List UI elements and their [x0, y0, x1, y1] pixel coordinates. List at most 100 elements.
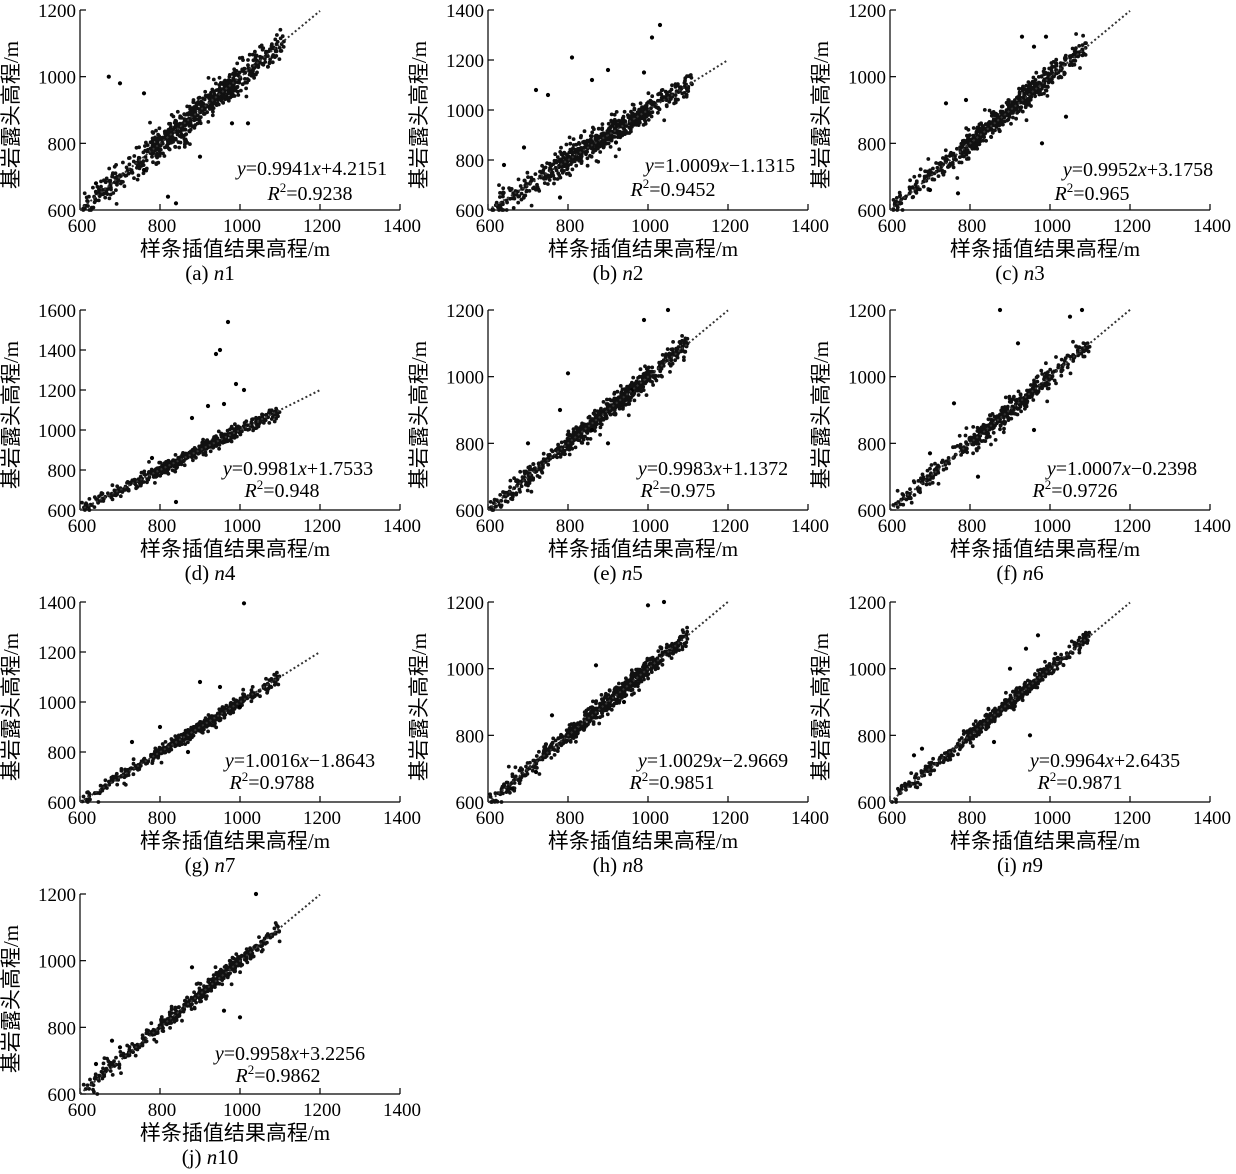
panel-c-point: [1000, 118, 1005, 123]
panel-b-point: [667, 100, 672, 104]
panel-d-y-axis-title: 基岩露头高程/m: [0, 341, 23, 489]
panel-c-point: [1047, 66, 1052, 71]
panel-h-point: [648, 657, 653, 662]
panel-b-point: [659, 92, 664, 97]
panel-e-point: [573, 445, 578, 450]
panel-a-outlier-point: [173, 201, 179, 206]
panel-f-point: [908, 495, 913, 500]
panel-h-point: [680, 647, 685, 652]
panel-c-point: [1063, 55, 1067, 60]
panel-d-point: [122, 488, 127, 492]
panel-f-point: [1045, 399, 1050, 404]
panel-a-point: [192, 118, 197, 123]
panel-a-point: [187, 104, 192, 109]
panel-c-point: [955, 176, 960, 180]
panel-c-y-tick-label: 1200: [848, 1, 886, 22]
panel-c-point: [987, 120, 992, 124]
panel-a-point: [165, 143, 169, 148]
panel-e-x-tick-label: 1000: [631, 516, 669, 537]
panel-b-point: [609, 138, 614, 143]
panel-b-point: [533, 172, 538, 177]
panel-g-caption-number: 7: [225, 853, 236, 877]
panel-f-point: [1018, 392, 1023, 397]
panel-e-point: [588, 419, 593, 424]
panel-b-point: [622, 109, 627, 114]
panel-c-point: [1029, 81, 1034, 86]
panel-c-point: [951, 165, 956, 170]
panel-b-point: [630, 102, 635, 107]
panel-a-point: [263, 60, 268, 64]
panel-b-point: [494, 200, 499, 205]
panel-f-point: [998, 427, 1002, 432]
panel-f-point: [1054, 355, 1058, 359]
panel-g-equation-rest: =1.0016: [234, 750, 300, 772]
panel-a-point: [178, 134, 182, 139]
panel-b-point: [565, 166, 570, 171]
panel-c-point: [918, 167, 923, 172]
panel-a-point: [123, 173, 128, 178]
panel-a-point: [151, 131, 156, 135]
panel-d-outlier-point: [225, 319, 231, 325]
panel-b-trendline: [487, 59, 729, 211]
panel-a-point: [91, 185, 95, 190]
panel-b-y-tick-label: 800: [456, 151, 485, 172]
panel-c-r-squared-value: =0.965: [1073, 183, 1129, 205]
panel-c-point: [1056, 75, 1061, 80]
panel-a-point: [241, 58, 245, 62]
panel-f-point: [1015, 397, 1019, 402]
panel-a-point: [194, 106, 198, 111]
panel-d-point: [162, 461, 166, 466]
panel-c-point: [1037, 92, 1042, 97]
panel-e-outlier-point: [605, 441, 611, 446]
panel-f-point: [998, 417, 1002, 422]
panel-c-point: [989, 113, 994, 118]
panel-e-point: [663, 355, 668, 359]
panel-f-point: [994, 421, 999, 426]
panel-a-point: [210, 113, 215, 118]
panel-c-point: [930, 177, 935, 182]
panel-d-point: [228, 427, 232, 432]
panel-d-point: [154, 474, 159, 478]
panel-c-point: [897, 201, 902, 206]
panel-b-point: [560, 165, 565, 170]
panel-d-point: [261, 421, 266, 425]
panel-a-point: [230, 89, 234, 94]
panel-b-point: [498, 191, 502, 195]
panel-b-point: [552, 181, 556, 186]
panel-g-y-tick-label: 1400: [38, 593, 76, 614]
panel-f-outlier-point: [997, 307, 1003, 313]
panel-a-point: [266, 64, 270, 69]
panel-b-point: [522, 178, 527, 183]
panel-b-point: [504, 198, 509, 203]
panel-b-point: [571, 146, 575, 151]
panel-h-point: [605, 712, 610, 717]
panel-h-point: [493, 791, 498, 796]
panel-e-point: [634, 388, 639, 393]
panel-c-point: [970, 146, 975, 151]
panel-e-point: [618, 384, 623, 388]
panel-e-point: [667, 361, 672, 366]
panel-g-point: [123, 782, 128, 787]
panel-e-point: [536, 461, 541, 466]
panel-c-r-squared-label: R: [1054, 183, 1067, 205]
panel-h-point: [680, 628, 685, 633]
panel-b-point: [559, 168, 564, 173]
panel-g-x-tick-label: 1400: [383, 808, 421, 829]
panel-c-point: [948, 161, 953, 166]
panel-b-point: [606, 121, 611, 126]
panel-c-point: [971, 133, 976, 138]
panel-e-y-tick-label: 1200: [446, 301, 484, 322]
panel-e-point: [603, 407, 607, 412]
panel-a-x-axis-title: 样条插值结果高程/m: [140, 237, 330, 261]
panel-a-outlier-point: [165, 194, 171, 199]
panel-f-caption: (f) n6: [996, 561, 1043, 585]
panel-d-point: [142, 469, 147, 474]
panel-g-point: [188, 737, 193, 742]
panel-d-point: [251, 417, 255, 421]
panel-b-point: [594, 159, 599, 163]
panel-c-point: [1013, 107, 1018, 112]
panel-g-point: [199, 720, 204, 724]
panel-a-point: [101, 192, 105, 197]
panel-b-point: [669, 97, 673, 101]
panel-f-point: [1029, 393, 1033, 398]
